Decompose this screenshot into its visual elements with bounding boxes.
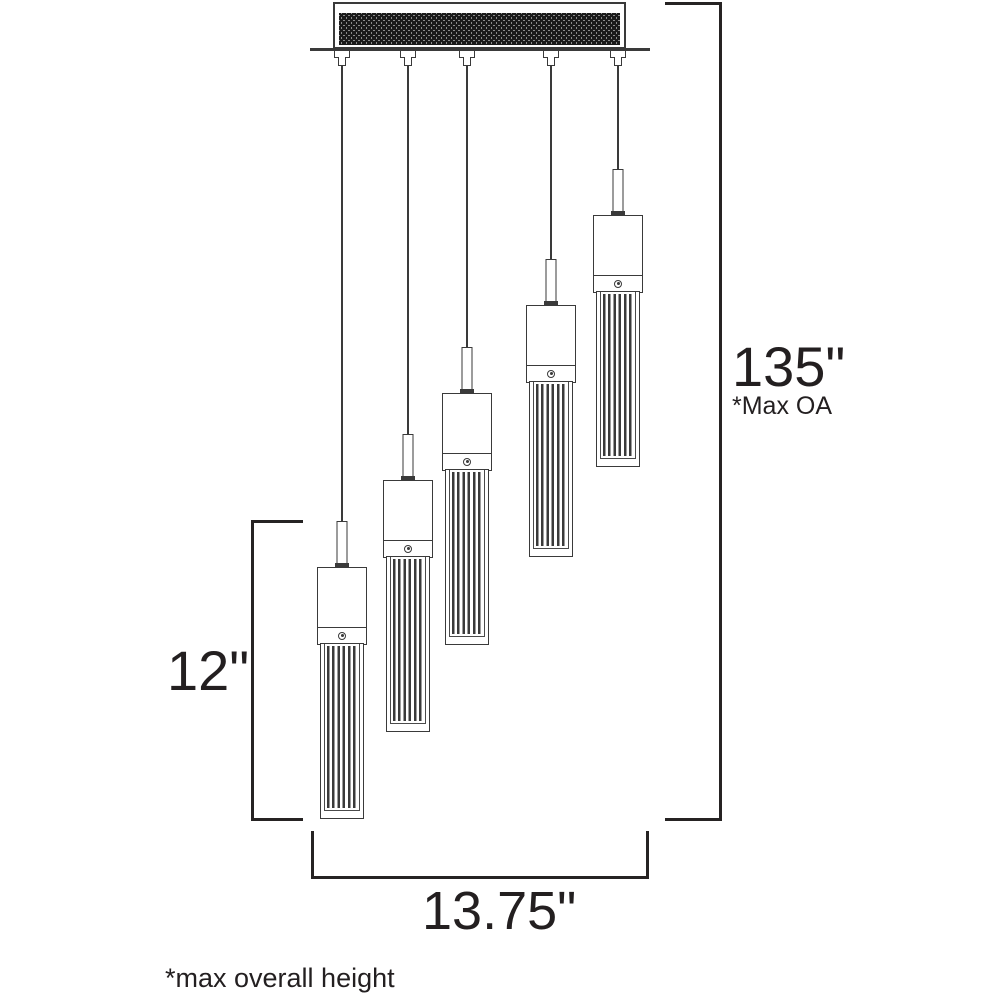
pendant-ferrule [460,389,474,393]
pendant-cord [466,65,468,347]
pendant-height-label: 12" [167,639,250,702]
screw-icon [463,457,471,466]
canopy-plate [310,48,650,51]
pendant-height-dimension-line [251,520,303,821]
pendant [526,259,576,557]
pendant-collar [442,452,492,471]
pendant-collar [317,626,367,645]
max-oa-note: *Max OA [732,392,833,420]
pendant-stem [461,347,473,393]
hanger-nub [404,57,412,66]
pendant-cord [407,65,409,434]
canopy-hanger [400,51,416,66]
glass-ribs [393,559,423,721]
pendant-cord [617,65,619,169]
hanger-nub [338,57,346,66]
pendant-cord [341,65,343,521]
pendant-stem [545,259,557,305]
pendant [593,169,643,467]
crystal-texture [339,13,620,45]
pendant-stem [612,169,624,215]
glass-inner-frame [390,557,426,724]
pendant-cord [550,65,552,259]
pendant-socket-housing [383,480,433,541]
pendant [317,521,367,819]
hanger-nub [463,57,471,66]
pendant-ferrule [335,563,349,567]
glass-inner-frame [533,382,569,549]
screw-icon [404,544,412,553]
pendant-socket-housing [593,215,643,276]
pendant-ferrule [611,211,625,215]
glass-ribs [452,472,482,634]
pendant-ferrule [544,301,558,305]
canopy-hanger [334,51,350,66]
canopy [333,2,626,49]
pendant-socket-housing [317,567,367,628]
pendant [383,434,433,732]
screw-icon [338,631,346,640]
pendant-stem [336,521,348,567]
pendant-glass-shade [445,469,489,645]
pendant-stem [402,434,414,480]
pendant-collar [383,539,433,558]
glass-inner-frame [600,292,636,459]
glass-ribs [327,646,357,808]
hanger-nub [547,57,555,66]
glass-inner-frame [324,644,360,811]
canopy-hanger [610,51,626,66]
glass-ribs [536,384,566,546]
pendant-socket-housing [442,393,492,454]
glass-ribs [603,294,633,456]
width-dimension-line [311,831,649,879]
pendant-glass-shade [596,291,640,467]
footnote: *max overall height [165,963,395,993]
pendant-ferrule [401,476,415,480]
glass-inner-frame [449,470,485,637]
pendant-glass-shade [320,643,364,819]
overall-height-label: 135" [732,335,846,398]
screw-icon [547,369,555,378]
pendant-socket-housing [526,305,576,366]
pendant-glass-shade [529,381,573,557]
pendant [442,347,492,645]
overall-height-dimension-line [665,2,722,821]
width-label: 13.75" [422,881,577,941]
canopy-hanger [543,51,559,66]
hanger-nub [614,57,622,66]
canopy-hanger [459,51,475,66]
pendant-collar [593,274,643,293]
pendant-collar [526,364,576,383]
pendant-glass-shade [386,556,430,732]
screw-icon [614,279,622,288]
